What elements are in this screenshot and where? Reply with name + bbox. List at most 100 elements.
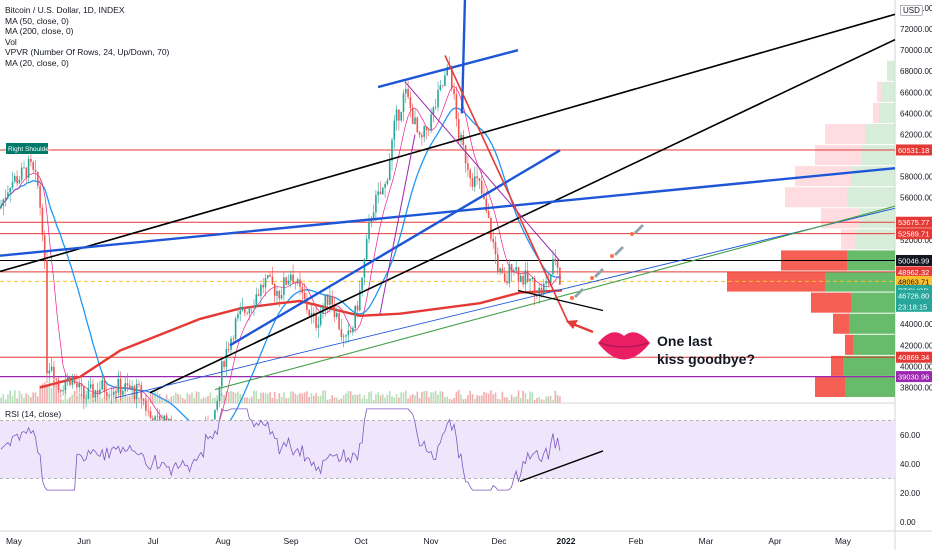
- candle-body: [30, 158, 32, 163]
- candle-body: [547, 281, 550, 284]
- candle-body: [23, 167, 25, 169]
- volume-bar: [204, 397, 207, 403]
- price-tick-label: 52000.00: [900, 236, 932, 245]
- volume-bar: [181, 397, 184, 403]
- price-label: 48063.71: [898, 277, 929, 286]
- candle-body: [556, 261, 559, 268]
- candle-body: [122, 391, 124, 395]
- volume-bar: [313, 395, 315, 403]
- candle-body: [237, 314, 239, 319]
- candle-body: [101, 379, 103, 390]
- candle-body: [359, 290, 361, 311]
- price-label: 50046.99: [898, 256, 929, 265]
- candle-body: [253, 305, 255, 308]
- vpvr-down-bar: [811, 292, 851, 313]
- candle-body: [83, 386, 85, 399]
- volume-bar: [4, 399, 7, 403]
- price-label-bg: [896, 266, 932, 278]
- volume-bar: [43, 382, 46, 403]
- volume-bar: [280, 396, 283, 403]
- legend-indicator[interactable]: MA (50, close, 0): [5, 15, 69, 26]
- volume-bar: [184, 399, 186, 403]
- volume-bar: [264, 392, 267, 403]
- time-tick-label: Mar: [699, 536, 714, 546]
- black-trendline-lower: [149, 38, 896, 394]
- vpvr-down-bar: [833, 313, 849, 334]
- volume-bar: [494, 392, 497, 403]
- ma200-line: [39, 289, 563, 389]
- candle-body: [223, 361, 225, 367]
- purple-line: [379, 134, 416, 314]
- candle-body: [255, 294, 258, 306]
- candle-body: [391, 139, 393, 161]
- volume-bar: [129, 396, 131, 403]
- candle-body: [462, 135, 465, 146]
- volume-bar: [250, 396, 253, 403]
- candle-body: [338, 313, 340, 330]
- legend-indicator[interactable]: MA (200, close, 0): [5, 26, 74, 36]
- time-tick-label: Apr: [768, 536, 781, 546]
- price-tick-label: 70000.00: [900, 46, 932, 55]
- volume-bar: [409, 395, 412, 403]
- candle-body: [135, 383, 138, 400]
- volume-bar: [428, 397, 430, 403]
- candle-body: [57, 379, 60, 390]
- volume-bar: [283, 392, 285, 403]
- candle-body: [18, 179, 21, 184]
- volume-bar: [365, 398, 368, 403]
- volume-bar: [30, 397, 32, 403]
- candle-body: [313, 312, 315, 315]
- legend-indicator[interactable]: MA (20, close, 0): [5, 57, 69, 68]
- vpvr-up-bar: [853, 334, 895, 355]
- volume-bar: [9, 390, 11, 403]
- candle-body: [108, 394, 110, 396]
- currency-button[interactable]: USD: [900, 5, 923, 16]
- candle-body: [241, 308, 244, 311]
- candle-body: [317, 324, 320, 328]
- volume-bar: [103, 396, 106, 403]
- volume-bar: [547, 396, 550, 403]
- volume-bar: [462, 399, 465, 403]
- rsi-legend[interactable]: RSI (14, close): [5, 409, 62, 419]
- candle-body: [48, 370, 51, 374]
- volume-bar: [407, 398, 409, 403]
- volume-bar: [522, 390, 524, 403]
- time-tick-label: May: [835, 536, 852, 546]
- blue-trendline-thin: [114, 207, 896, 399]
- legend-indicator[interactable]: Vol: [5, 36, 17, 47]
- volume-bar: [269, 392, 271, 403]
- candle-body: [60, 389, 62, 392]
- candle-body: [455, 94, 458, 120]
- candle-body: [43, 235, 46, 261]
- candle-body: [9, 187, 11, 193]
- candle-body: [441, 85, 444, 86]
- volume-bar: [474, 398, 476, 403]
- candle-body: [85, 398, 87, 400]
- rsi-tick-label: 0.00: [900, 518, 916, 527]
- price-label: 40869.34: [898, 353, 929, 362]
- vpvr-up-bar: [881, 81, 895, 102]
- volume-bar: [363, 395, 366, 403]
- candle-body: [513, 270, 515, 272]
- volume-bar: [487, 393, 490, 403]
- kiss-label-line2: kiss goodbye?: [657, 351, 755, 367]
- candle-body: [103, 379, 106, 393]
- volume-bar: [338, 399, 340, 403]
- price-label: 39030.96: [898, 373, 929, 382]
- trendlines: [0, 0, 896, 399]
- candle-body: [501, 268, 504, 274]
- candle-body: [326, 294, 329, 305]
- volume-bar: [543, 399, 545, 403]
- price-tick-label: 38000.00: [900, 383, 932, 392]
- time-tick-label: Oct: [354, 536, 368, 546]
- candle-body: [363, 259, 366, 278]
- price-tick-label: 66000.00: [900, 88, 932, 97]
- candle-body: [494, 242, 497, 255]
- legend-indicator[interactable]: VPVR (Number Of Rows, 24, Up/Down, 70): [5, 47, 170, 57]
- volume-bar: [237, 391, 239, 403]
- volume-bar: [214, 397, 216, 403]
- price-label-bg: [896, 351, 932, 363]
- candle-body: [453, 88, 455, 95]
- price-label-bg: [896, 371, 932, 383]
